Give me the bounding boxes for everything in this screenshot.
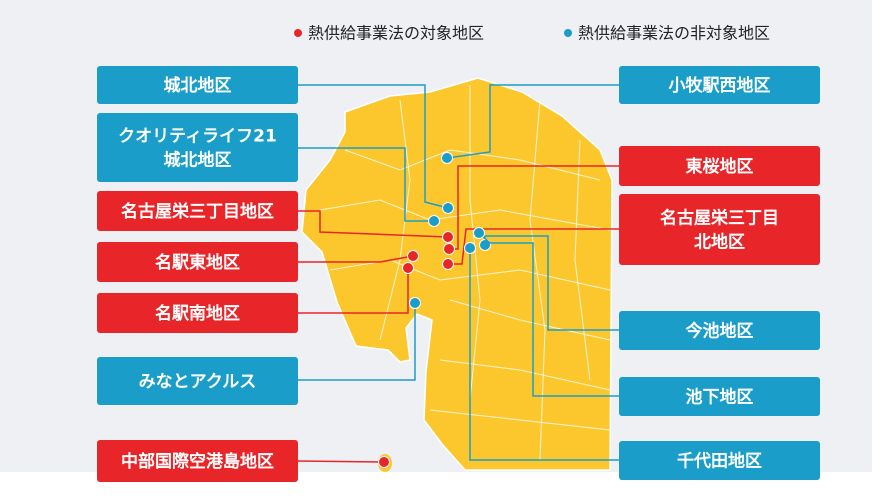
district-dot [402, 262, 414, 274]
district-label: 今池地区 [686, 321, 754, 342]
district-box [619, 377, 820, 416]
district-label: 千代田地区 [677, 451, 762, 472]
district-label: 名古屋栄三丁目地区 [121, 201, 274, 222]
leader-line [298, 84, 449, 209]
legend-label: 熱供給事業法の非対象地区 [578, 24, 770, 43]
district-box [619, 66, 820, 104]
district-box [619, 441, 820, 480]
district-box [97, 113, 298, 182]
district-box [619, 311, 820, 350]
legend-dot [294, 29, 302, 37]
district-dot [378, 456, 390, 468]
district-dot [441, 152, 453, 164]
district-dot [409, 297, 421, 309]
district-label: 東桜地区 [686, 156, 754, 177]
leader-line [297, 460, 385, 463]
district-dot [442, 258, 454, 270]
leader-line [298, 303, 416, 381]
legend: 熱供給事業法の対象地区 熱供給事業法の非対象地区 [294, 24, 770, 43]
district-dot [442, 202, 454, 214]
leader-line [446, 84, 619, 159]
district-label: 城北地区 [164, 75, 232, 96]
district-label: 小牧駅西地区 [669, 75, 771, 96]
district-dot [428, 215, 440, 227]
district-dot [442, 231, 454, 243]
district-label: クオリティライフ21 [118, 127, 277, 147]
district-label: 北地区 [694, 232, 745, 253]
leader-line [298, 255, 414, 263]
district-box [97, 440, 298, 482]
district-label: 名駅南地区 [155, 303, 240, 324]
leader-line [469, 248, 619, 461]
district-box [97, 242, 298, 282]
leader-line [448, 228, 619, 265]
district-dot [407, 250, 419, 262]
district-label: みなとアクルス [139, 372, 257, 392]
district-label: 池下地区 [686, 387, 754, 408]
leader-line [298, 268, 409, 314]
district-box [619, 194, 820, 265]
district-label: 名古屋栄三丁目 [660, 208, 779, 229]
district-label: 城北地区 [164, 150, 232, 171]
district-box [97, 293, 298, 333]
leader-line [298, 147, 434, 222]
leader-lines [297, 84, 619, 468]
leader-line [298, 210, 449, 238]
legend-label: 熱供給事業法の対象地区 [308, 24, 484, 43]
district-label: 中部国際空港島地区 [121, 451, 274, 472]
district-dot [443, 243, 455, 255]
leader-line [478, 232, 619, 397]
legend-dot [564, 29, 572, 37]
district-dot [473, 227, 485, 239]
district-box [97, 66, 298, 104]
district-box [619, 146, 820, 186]
district-label: 名駅東地区 [155, 252, 240, 273]
district-box [97, 357, 298, 405]
district-dot [464, 242, 476, 254]
city-map [301, 77, 613, 471]
district-box [97, 191, 298, 231]
district-dot [479, 239, 491, 251]
